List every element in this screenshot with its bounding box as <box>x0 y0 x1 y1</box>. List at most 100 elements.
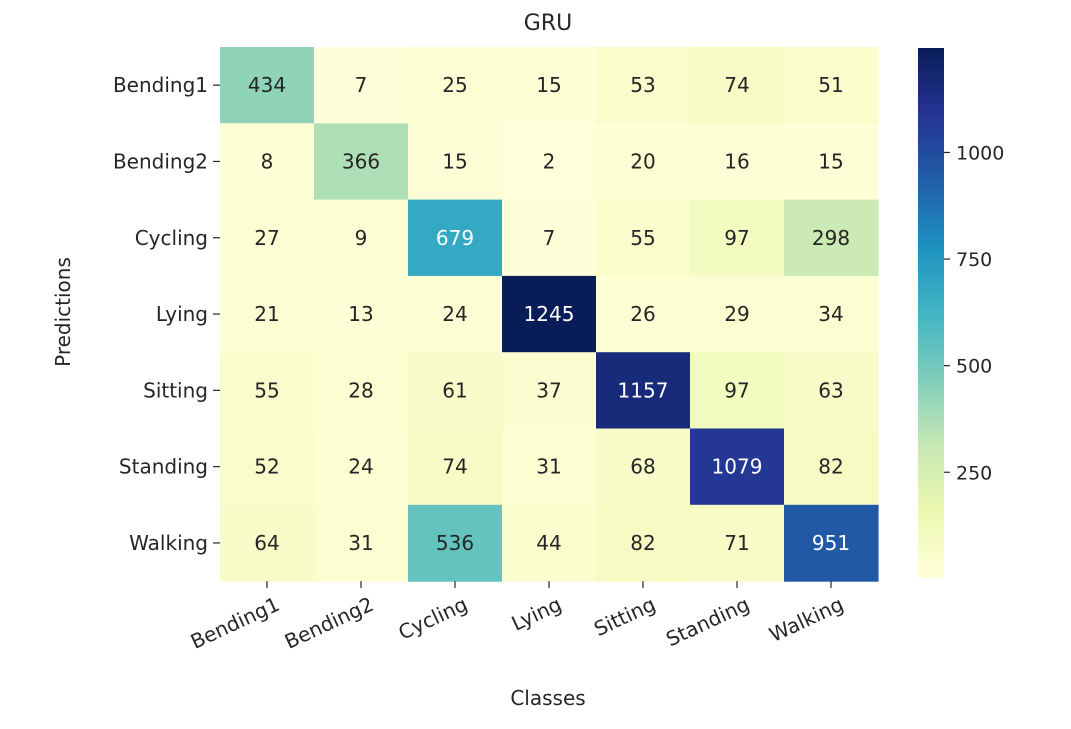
x-tick-label: Bending2 <box>281 592 377 654</box>
cell-value-label: 366 <box>342 149 380 173</box>
cell-value-label: 26 <box>630 302 655 326</box>
heatmap-cell <box>690 47 785 124</box>
colorbar-tick-label: 500 <box>956 356 992 378</box>
heatmap-cell <box>408 428 503 506</box>
heatmap-cell <box>220 428 315 506</box>
cell-value-label: 64 <box>254 531 279 555</box>
cell-value-label: 74 <box>724 73 749 97</box>
heatmap-cell <box>502 275 597 353</box>
heatmap-cell <box>690 123 785 201</box>
cell-value-label: 82 <box>630 531 655 555</box>
heatmap-cell <box>784 352 879 430</box>
cell-value-label: 29 <box>724 302 749 326</box>
heatmap-cell <box>408 352 503 430</box>
x-axis-label: Classes <box>510 686 585 710</box>
colorbar-tick-label: 750 <box>956 249 992 271</box>
heatmap-cell <box>502 352 597 430</box>
heatmap-cell <box>784 199 879 277</box>
cell-value-label: 97 <box>724 378 749 402</box>
x-tick-label: Lying <box>508 592 565 636</box>
heatmap-cell <box>502 47 597 124</box>
cell-value-label: 25 <box>442 73 467 97</box>
cell-value-label: 31 <box>348 531 373 555</box>
cell-value-label: 1079 <box>712 455 763 479</box>
heatmap-cell <box>784 504 879 582</box>
y-tick-label: Standing <box>119 455 208 479</box>
cell-value-label: 7 <box>355 73 368 97</box>
cell-value-label: 52 <box>254 455 279 479</box>
heatmap-cell <box>314 275 409 353</box>
heatmap-cell <box>596 275 691 353</box>
heatmap-cell <box>690 428 785 506</box>
heatmap-cells <box>220 47 879 582</box>
cell-value-label: 15 <box>536 73 561 97</box>
heatmap-cell <box>596 199 691 277</box>
x-tick-label: Standing <box>662 592 753 651</box>
heatmap-cell-labels: 434 7 25 15 53 74 51 8 366 15 2 20 16 15 27 9 679 7 55 97 29… <box>248 73 850 555</box>
x-tick-label: Bending1 <box>187 592 283 654</box>
heatmap-cell <box>784 47 879 124</box>
cell-value-label: 27 <box>254 226 279 250</box>
cell-value-label: 24 <box>348 455 373 479</box>
cell-value-label: 298 <box>812 226 850 250</box>
cell-value-label: 24 <box>442 302 467 326</box>
heatmap-cell <box>596 123 691 201</box>
y-axis-ticks: Bending1 Bending2 Cycling Lying Sitting Stand… <box>113 73 220 555</box>
heatmap-cell <box>220 199 315 277</box>
cell-value-label: 15 <box>818 149 843 173</box>
heatmap-cell <box>408 275 503 353</box>
heatmap-cell <box>690 352 785 430</box>
heatmap-cell <box>408 504 503 582</box>
y-tick-label: Bending2 <box>113 149 208 173</box>
heatmap-cell <box>408 47 503 124</box>
heatmap-cell <box>408 123 503 201</box>
cell-value-label: 44 <box>536 531 561 555</box>
heatmap-cell <box>784 275 879 353</box>
cell-value-label: 434 <box>248 73 286 97</box>
cell-value-label: 8 <box>261 149 274 173</box>
colorbar-tick-label: 1000 <box>956 142 1004 164</box>
cell-value-label: 9 <box>355 226 368 250</box>
heatmap-cell <box>408 199 503 277</box>
x-tick-label: Cycling <box>395 592 472 645</box>
colorbar-tick-label: 250 <box>956 462 992 484</box>
heatmap-cell <box>502 428 597 506</box>
cell-value-label: 1157 <box>618 378 669 402</box>
y-axis-label: Predictions <box>51 257 75 367</box>
y-tick-label: Bending1 <box>113 73 208 97</box>
heatmap-cell <box>502 123 597 201</box>
heatmap-cell <box>690 199 785 277</box>
cell-value-label: 28 <box>348 378 373 402</box>
cell-value-label: 13 <box>348 302 373 326</box>
y-tick-label: Walking <box>129 531 208 555</box>
cell-value-label: 34 <box>818 302 843 326</box>
cell-value-label: 61 <box>442 378 467 402</box>
cell-value-label: 1245 <box>524 302 575 326</box>
heatmap-cell <box>314 504 409 582</box>
heatmap-cell <box>220 504 315 582</box>
heatmap-cell <box>314 352 409 430</box>
heatmap-cell <box>784 428 879 506</box>
cell-value-label: 16 <box>724 149 749 173</box>
cell-value-label: 82 <box>818 455 843 479</box>
cell-value-label: 951 <box>812 531 850 555</box>
chart-title: GRU <box>524 11 572 36</box>
heatmap-cell <box>596 428 691 506</box>
heatmap-cell <box>502 504 597 582</box>
heatmap-cell <box>596 352 691 430</box>
cell-value-label: 20 <box>630 149 655 173</box>
heatmap-cell <box>314 199 409 277</box>
heatmap-cell <box>690 504 785 582</box>
cell-value-label: 21 <box>254 302 279 326</box>
y-tick-label: Sitting <box>143 378 208 402</box>
cell-value-label: 55 <box>630 226 655 250</box>
colorbar-ticks: 250 500 750 1000 <box>944 142 1004 484</box>
heatmap-cell <box>220 275 315 353</box>
cell-value-label: 679 <box>436 226 474 250</box>
heatmap-cell <box>220 47 315 124</box>
x-tick-label: Walking <box>766 592 848 647</box>
heatmap-cell <box>596 47 691 124</box>
y-tick-label: Cycling <box>135 226 208 250</box>
heatmap-cell <box>220 352 315 430</box>
